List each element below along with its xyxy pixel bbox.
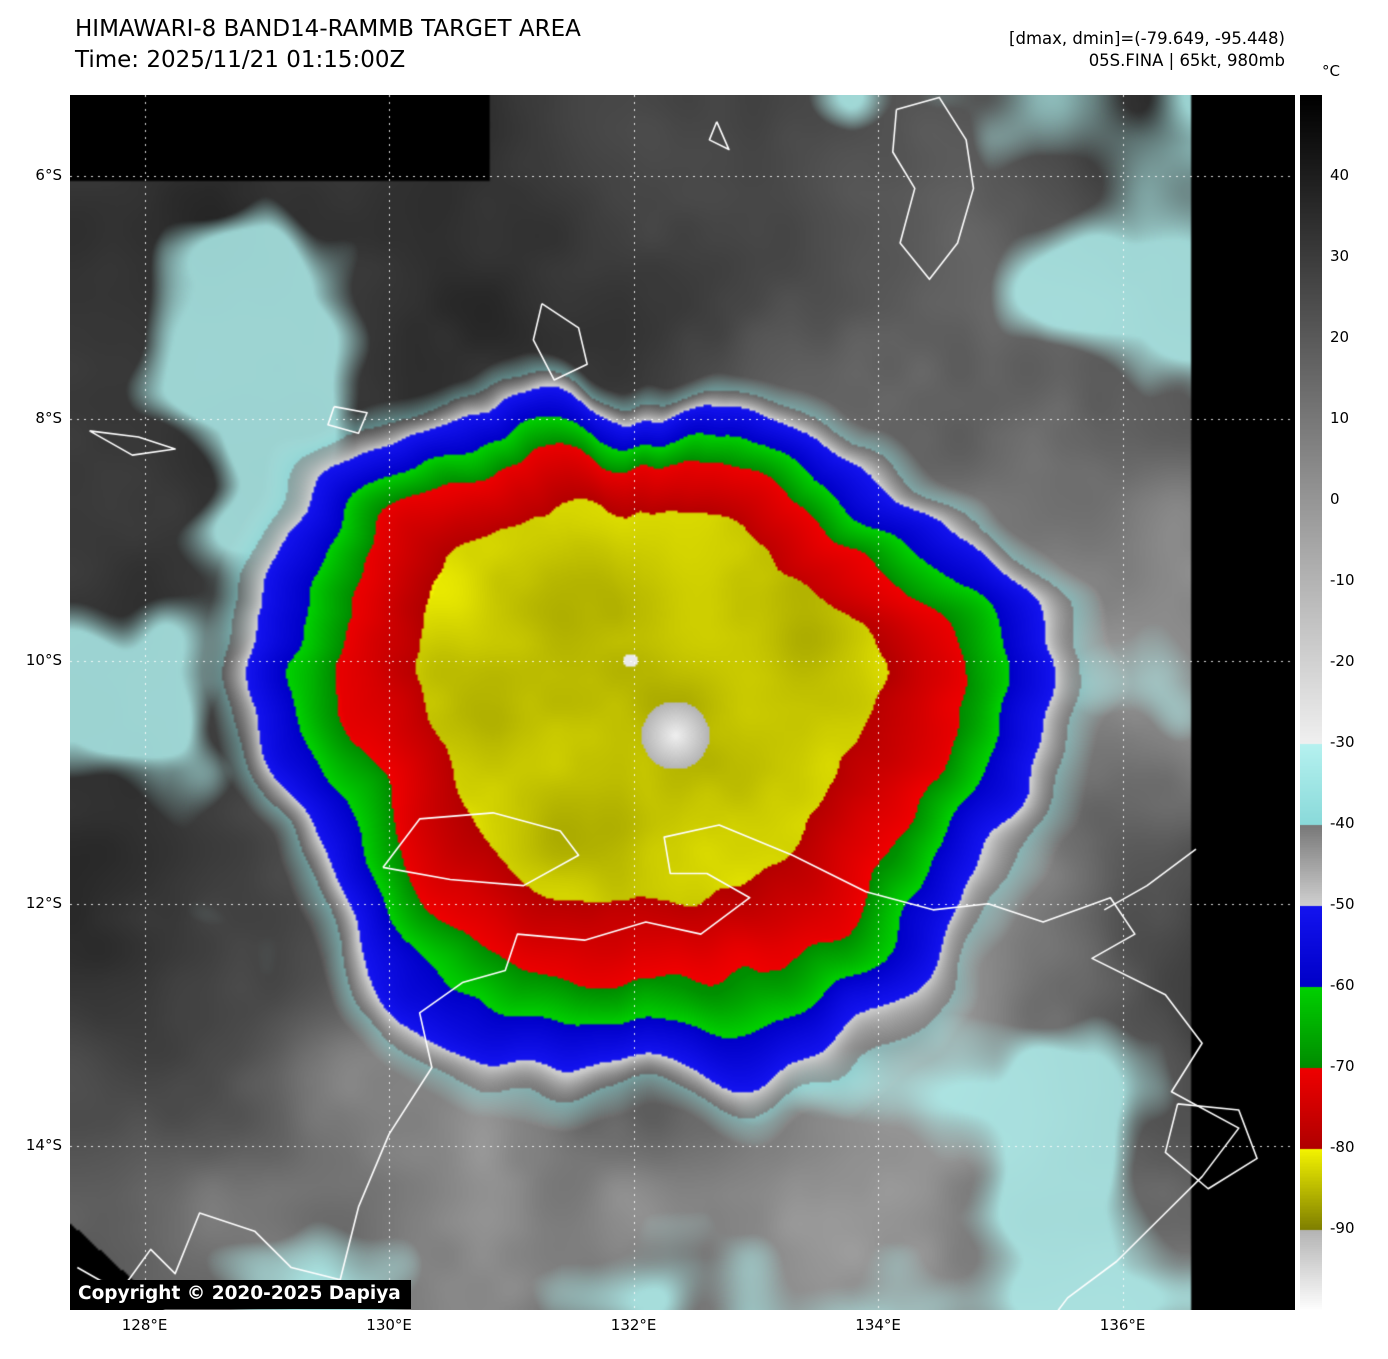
page-title: HIMAWARI-8 BAND14-RAMMB TARGET AREA — [75, 16, 581, 42]
lat-tick-label: 6°S — [35, 166, 62, 185]
copyright-label: Copyright © 2020-2025 Dapiya — [70, 1280, 411, 1309]
colorbar-tick-label: -30 — [1330, 733, 1355, 751]
lat-tick-label: 14°S — [25, 1136, 62, 1155]
colorbar-tick-label: 20 — [1330, 328, 1350, 346]
colorbar-tick-label: 0 — [1330, 490, 1340, 508]
lat-tick-label: 12°S — [25, 893, 62, 912]
colorbar-tick-label: -80 — [1330, 1138, 1355, 1156]
satellite-map: Copyright © 2020-2025 Dapiya — [70, 95, 1295, 1310]
colorbar-tick-label: -20 — [1330, 652, 1355, 670]
colorbar-unit-label: °C — [1322, 62, 1340, 80]
lon-tick-label: 134°E — [855, 1316, 901, 1334]
colorbar-tick-label: -50 — [1330, 895, 1355, 913]
storm-info-label: 05S.FINA | 65kt, 980mb — [1088, 51, 1285, 70]
colorbar-tick-label: -70 — [1330, 1057, 1355, 1075]
colorbar-tick-label: 40 — [1330, 166, 1350, 184]
lon-tick-label: 130°E — [366, 1316, 412, 1334]
colorbar-tick-label: -40 — [1330, 814, 1355, 832]
time-label: Time: 2025/11/21 01:15:00Z — [75, 47, 406, 73]
colorbar-tick-label: 30 — [1330, 247, 1350, 265]
lat-tick-label: 8°S — [35, 408, 62, 427]
colorbar-tick-label: -90 — [1330, 1219, 1355, 1237]
satellite-image-canvas — [70, 95, 1295, 1310]
header-left: HIMAWARI-8 BAND14-RAMMB TARGET AREA Time… — [75, 14, 581, 76]
colorbar-tick-label: -60 — [1330, 976, 1355, 994]
dmax-dmin-label: [dmax, dmin]=(-79.649, -95.448) — [1009, 29, 1285, 48]
lat-tick-label: 10°S — [25, 651, 62, 670]
lon-tick-label: 132°E — [610, 1316, 657, 1334]
colorbar-tick-label: -10 — [1330, 571, 1355, 589]
header-right: [dmax, dmin]=(-79.649, -95.448) 05S.FINA… — [1009, 28, 1285, 72]
colorbar-tick-label: 10 — [1330, 409, 1350, 427]
lon-tick-label: 136°E — [1099, 1316, 1146, 1334]
colorbar — [1300, 95, 1322, 1310]
lon-tick-label: 128°E — [121, 1316, 168, 1334]
